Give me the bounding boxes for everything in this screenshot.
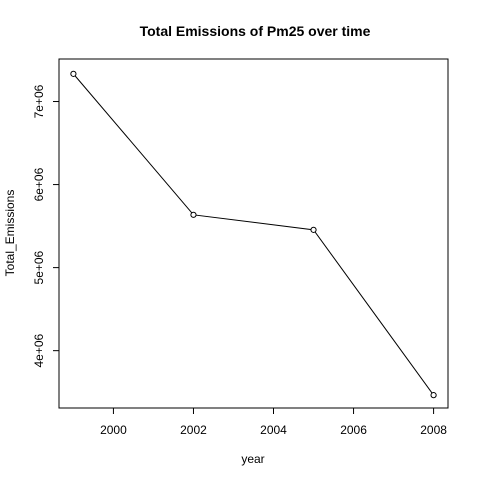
x-axis-label: year	[241, 452, 264, 466]
plot-frame	[58, 58, 449, 409]
y-tick-label: 5e+06	[32, 250, 46, 284]
y-tick-label: 7e+06	[32, 84, 46, 118]
chart-title: Total Emissions of Pm25 over time	[140, 23, 371, 39]
y-axis: 4e+06 5e+06 6e+06 7e+06	[32, 84, 59, 368]
y-axis-label: Total_Emissions	[3, 190, 17, 277]
x-tick-label: 2002	[180, 423, 207, 437]
data-point	[70, 70, 77, 77]
x-axis: 2000 2002 2004 2006 2008	[100, 408, 447, 437]
x-tick-label: 2006	[340, 423, 367, 437]
x-tick-label: 2004	[260, 423, 287, 437]
y-tick-label: 4e+06	[32, 333, 46, 367]
y-tick-label: 6e+06	[32, 167, 46, 201]
data-point	[430, 392, 437, 399]
x-tick-label: 2000	[100, 423, 127, 437]
x-tick-label: 2008	[420, 423, 447, 437]
data-point	[190, 211, 197, 218]
data-point	[310, 226, 317, 233]
series-group	[70, 70, 437, 399]
series-line	[73, 73, 434, 396]
